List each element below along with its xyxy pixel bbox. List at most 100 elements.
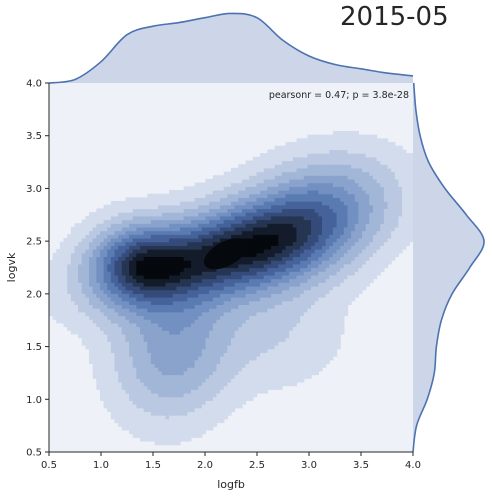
density-cell — [263, 208, 268, 213]
density-cell — [187, 333, 192, 339]
density-cell — [307, 256, 312, 261]
density-cell — [263, 256, 268, 261]
density-cell — [238, 363, 243, 368]
density-cell — [169, 256, 174, 261]
density-cell — [267, 348, 272, 353]
density-cell — [278, 381, 283, 387]
density-cell — [136, 285, 141, 291]
density-cell — [300, 178, 305, 184]
density-cell — [223, 293, 228, 298]
density-cell — [205, 407, 210, 413]
density-cell — [278, 337, 283, 342]
density-cell — [161, 252, 167, 258]
density-cell — [110, 249, 116, 254]
density-cell — [154, 330, 159, 335]
density-cell — [169, 252, 174, 258]
density-cell — [358, 193, 363, 198]
density-cell — [220, 330, 225, 335]
density-cell — [285, 237, 290, 243]
density-cell — [325, 271, 330, 276]
density-cell — [354, 164, 359, 169]
density-cell — [81, 326, 86, 331]
density-cell — [114, 208, 119, 213]
density-cell — [158, 252, 163, 258]
density-cell — [183, 271, 188, 276]
density-cell — [187, 193, 192, 198]
density-cell — [238, 289, 243, 294]
density-cell — [129, 404, 134, 409]
density-cell — [329, 308, 334, 313]
density-cell — [267, 311, 272, 317]
density-cell — [325, 160, 330, 165]
density-cell — [263, 219, 268, 224]
density-cell — [129, 341, 134, 346]
density-cell — [172, 363, 177, 368]
density-cell — [150, 285, 156, 291]
density-cell — [245, 197, 250, 202]
density-cell — [303, 315, 309, 320]
density-cell — [118, 285, 123, 291]
density-cell — [231, 267, 236, 272]
density-cell — [110, 396, 116, 401]
density-cell — [92, 319, 97, 324]
density-cell — [245, 308, 250, 313]
density-cell — [74, 311, 79, 317]
density-cell — [96, 370, 101, 376]
density-cell — [325, 311, 330, 317]
density-cell — [129, 300, 134, 305]
density-cell — [354, 267, 359, 272]
density-cell — [103, 300, 108, 305]
density-cell — [169, 237, 174, 243]
density-cell — [107, 381, 112, 387]
density-cell — [107, 341, 112, 346]
density-cell — [205, 208, 210, 213]
density-cell — [70, 226, 76, 232]
density-cell — [114, 326, 119, 331]
density-cell — [249, 352, 254, 357]
density-cell — [190, 274, 196, 280]
density-cell — [351, 267, 356, 272]
density-cell — [150, 278, 156, 283]
density-cell — [209, 337, 214, 342]
density-cell — [49, 267, 54, 272]
density-cell — [187, 404, 192, 409]
density-cell — [154, 285, 159, 291]
density-cell — [205, 308, 210, 313]
density-cell — [271, 374, 276, 379]
density-cell — [245, 208, 250, 213]
density-cell — [220, 230, 225, 235]
density-cell — [99, 215, 105, 221]
density-cell — [318, 249, 323, 254]
density-cell — [49, 278, 54, 283]
density-cell — [303, 230, 309, 235]
density-cell — [252, 367, 258, 372]
density-cell — [176, 415, 181, 420]
density-cell — [183, 208, 188, 213]
density-cell — [209, 392, 214, 398]
density-cell — [332, 315, 338, 320]
density-cell — [136, 282, 141, 287]
density-cell — [56, 263, 61, 269]
density-cell — [121, 311, 127, 317]
density-cell — [292, 215, 298, 221]
density-cell — [274, 263, 279, 269]
density-cell — [161, 322, 167, 328]
density-cell — [303, 142, 309, 147]
density-cell — [231, 234, 236, 239]
density-cell — [274, 348, 279, 353]
density-cell — [165, 193, 170, 198]
density-cell — [358, 212, 363, 217]
density-cell — [158, 370, 163, 376]
density-cell — [176, 193, 181, 198]
density-cell — [180, 263, 185, 269]
density-cell — [110, 370, 116, 376]
density-cell — [118, 223, 123, 228]
density-cell — [99, 341, 105, 346]
density-cell — [143, 381, 148, 387]
density-cell — [63, 241, 68, 246]
density-cell — [311, 356, 316, 361]
density-cell — [292, 178, 298, 184]
density-cell — [241, 171, 247, 176]
density-cell — [303, 252, 309, 258]
density-cell — [209, 267, 214, 272]
